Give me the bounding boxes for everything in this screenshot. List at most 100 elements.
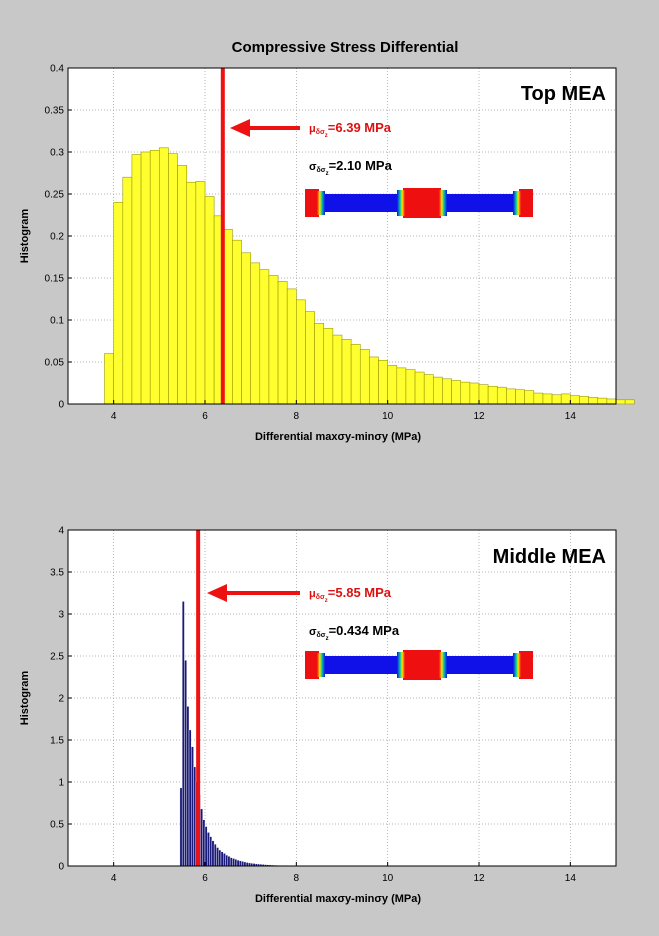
arrow-head: [230, 119, 250, 137]
sigma-annotation: σδσz=2.10 MPa: [309, 158, 393, 177]
histogram-bar: [202, 819, 206, 867]
beam-transition: [439, 652, 447, 678]
histogram-bars: [104, 147, 635, 405]
histogram-bar: [305, 311, 315, 405]
x-tick-label: 10: [382, 873, 394, 884]
beam-right-end: [519, 651, 533, 679]
histogram-bar: [487, 386, 498, 405]
histogram-bar: [207, 832, 210, 867]
beam-transition: [439, 190, 447, 216]
histogram-bar: [250, 262, 261, 405]
y-tick-labels: 0 0.5 1 1.5 2 2.5 3 3.5 4: [50, 526, 72, 873]
histogram-bar: [159, 147, 169, 405]
histogram-bar: [122, 176, 133, 405]
y-axis-label: Histogram: [19, 209, 31, 264]
histogram-bar: [350, 344, 361, 405]
histogram-bar: [359, 349, 370, 405]
histogram-bar: [296, 299, 306, 405]
histogram-bar: [478, 384, 489, 405]
histogram-bar: [460, 381, 471, 405]
histogram-bar: [243, 861, 247, 867]
histogram-bar: [405, 369, 416, 405]
x-tick-label: 8: [294, 411, 300, 422]
mean-annotation: μδσz=6.39 MPa: [309, 120, 392, 139]
histogram-bar: [200, 808, 203, 867]
histogram-bar: [542, 393, 553, 405]
beam-left-end: [305, 189, 319, 217]
histogram-bar: [570, 395, 580, 405]
histogram-bar: [332, 334, 343, 405]
histogram-bar: [232, 858, 235, 867]
x-tick-labels: 4 6 8 10 12 14: [111, 862, 576, 884]
histogram-bar: [606, 398, 617, 405]
beam-transition: [397, 190, 405, 216]
histogram-bar: [259, 269, 270, 405]
x-axis-label: Differential maxσy-minσy (MPa): [255, 893, 421, 905]
histogram-bar: [314, 323, 325, 405]
histogram-bar: [286, 288, 297, 405]
histogram-bar: [168, 153, 178, 405]
beam-transition: [513, 653, 521, 677]
panel-label: Top MEA: [521, 83, 606, 105]
y-tick-label: 0.3: [50, 148, 64, 159]
histogram-bar: [496, 386, 507, 405]
histogram-bar: [177, 165, 188, 405]
histogram-bar: [184, 660, 187, 867]
beam-transition: [513, 191, 521, 215]
x-tick-label: 6: [202, 873, 208, 884]
y-tick-label: 2.5: [50, 652, 64, 663]
histogram-bar: [218, 849, 222, 867]
histogram-bar: [433, 376, 443, 405]
histogram-bar: [149, 150, 160, 405]
top-mea-chart: 4 6 8 10 12 14 00.050.10.150.20.250.30.350.4 …: [19, 64, 635, 443]
histogram-bar: [323, 328, 334, 405]
histogram-bar: [236, 859, 240, 867]
x-tick-label: 4: [111, 411, 117, 422]
histogram-bar: [223, 853, 226, 867]
y-tick-label: 0.05: [45, 358, 65, 369]
histogram-bar: [140, 151, 151, 405]
histogram-bar: [268, 275, 279, 405]
beam-left-span: [319, 656, 403, 674]
beam-right-end: [519, 189, 533, 217]
x-tick-label: 4: [111, 873, 117, 884]
histogram-bar: [211, 840, 215, 867]
y-tick-label: 4: [58, 526, 64, 537]
x-tick-label: 8: [294, 873, 300, 884]
x-tick-label: 10: [382, 411, 394, 422]
histogram-bar: [241, 861, 245, 867]
histogram-bar: [227, 856, 231, 867]
histogram-bar: [624, 399, 635, 405]
y-tick-label: 0: [58, 862, 64, 873]
x-tick-label: 12: [473, 411, 485, 422]
beam-center-block: [403, 650, 441, 680]
figure-title: Compressive Stress Differential: [232, 39, 459, 56]
histogram-bar: [213, 843, 217, 867]
histogram-bar: [188, 729, 192, 867]
y-axis-label: Histogram: [19, 671, 31, 726]
histogram-bar: [423, 374, 434, 405]
x-tick-label: 12: [473, 873, 485, 884]
x-axis-label: Differential maxσy-minσy (MPa): [255, 431, 421, 443]
histogram-bar: [378, 360, 388, 405]
histogram-bar: [186, 706, 190, 867]
y-tick-label: 0.5: [50, 820, 64, 831]
y-tick-label: 0.1: [50, 316, 64, 327]
histogram-bar: [515, 389, 525, 405]
histogram-bar: [277, 281, 288, 405]
histogram-bar: [191, 746, 194, 867]
histogram-bar: [533, 392, 544, 405]
histogram-bar: [113, 202, 124, 405]
histogram-bar: [225, 854, 229, 867]
histogram-bar: [204, 196, 215, 405]
histogram-bar: [615, 399, 626, 405]
beam-transition: [317, 653, 325, 677]
histogram-bar: [560, 393, 571, 405]
histogram-bar: [597, 397, 608, 405]
histogram-bar: [186, 181, 197, 405]
beam-transition: [397, 652, 405, 678]
mean-arrow: [230, 119, 300, 137]
x-tick-label: 14: [565, 873, 577, 884]
y-tick-labels: 0 0.05 0.1 0.15 0.2 0.25 0.3 0.35 0.4: [45, 64, 72, 411]
histogram-bar: [204, 826, 208, 867]
